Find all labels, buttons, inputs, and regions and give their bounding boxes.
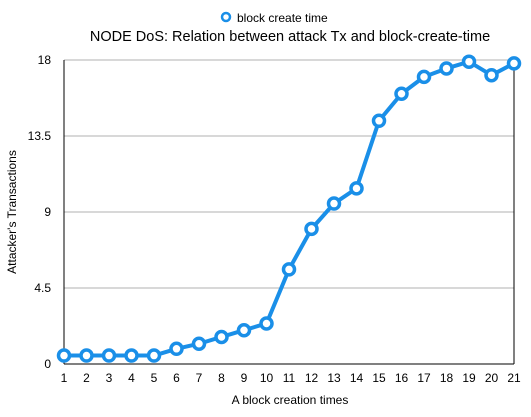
y-tick-label: 0: [44, 357, 51, 371]
x-tick-label: 1: [61, 371, 68, 385]
y-axis-label: Attacker's Transactions: [5, 150, 19, 274]
data-point: [506, 56, 522, 71]
legend-label: block create time: [237, 11, 328, 25]
x-tick-label: 20: [485, 371, 499, 385]
x-tick-label: 19: [462, 371, 476, 385]
y-tick-labels: 0 4.5 9 13.5 18: [28, 53, 52, 371]
x-tick-label: 7: [196, 371, 203, 385]
data-point: [124, 348, 139, 363]
x-tick-label: 14: [350, 371, 364, 385]
x-tick-label: 4: [128, 371, 135, 385]
x-tick-label: 18: [440, 371, 454, 385]
data-point: [214, 329, 229, 345]
series-block-create-time: [56, 54, 522, 363]
x-tick-labels: 1 2 3 4 5 6 7 8 9 10 11 12 13 14 15 16 17 18 19 20 21: [61, 371, 521, 385]
data-point: [461, 54, 477, 69]
x-tick-label: 2: [83, 371, 90, 385]
data-point: [484, 67, 499, 83]
data-point: [169, 341, 184, 357]
data-point: [439, 61, 454, 76]
data-point: [304, 221, 319, 237]
data-point: [79, 348, 94, 363]
data-point: [371, 113, 387, 129]
data-point: [101, 348, 117, 363]
y-tick-label: 9: [44, 205, 51, 219]
data-point: [236, 322, 252, 338]
legend-marker: [220, 11, 232, 23]
x-axis-label: A block creation times: [232, 393, 349, 407]
data-point: [259, 316, 274, 331]
x-tick-label: 9: [241, 371, 248, 385]
data-point: [416, 69, 432, 85]
x-tick-label: 3: [106, 371, 113, 385]
y-tick-label: 18: [38, 53, 52, 67]
x-tick-label: 10: [260, 371, 274, 385]
y-tick-label: 13.5: [28, 129, 52, 143]
chart-title: NODE DoS: Relation between attack Tx and…: [90, 29, 490, 45]
x-tick-label: 11: [283, 371, 296, 385]
series-line: [64, 59, 515, 358]
x-tick-label: 17: [417, 371, 431, 385]
gridlines: [63, 59, 515, 365]
x-tick-label: 6: [173, 371, 180, 385]
data-point: [326, 196, 342, 211]
x-tick-label: 5: [151, 371, 158, 385]
x-tick-label: 12: [305, 371, 319, 385]
data-point: [349, 181, 364, 196]
y-tick-label: 4.5: [34, 281, 51, 295]
x-tick-label: 21: [507, 371, 521, 385]
legend: block create time: [220, 11, 328, 25]
x-tick-label: 16: [395, 371, 409, 385]
data-point: [394, 86, 409, 102]
x-tick-label: 8: [218, 371, 225, 385]
data-point: [281, 262, 297, 277]
data-point: [191, 336, 207, 351]
data-point: [146, 348, 162, 363]
data-point: [56, 348, 72, 363]
x-tick-label: 13: [327, 371, 341, 385]
x-tick-label: 15: [372, 371, 386, 385]
